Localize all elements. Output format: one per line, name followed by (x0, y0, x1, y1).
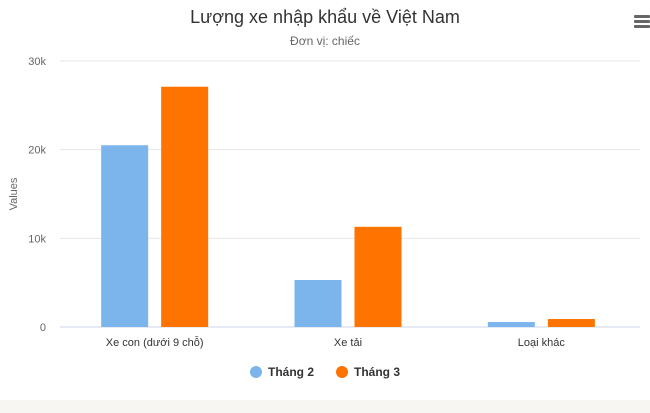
x-tick-label: Xe con (dưới 9 chỗ) (106, 336, 204, 349)
hamburger-menu-icon[interactable] (634, 15, 650, 29)
chart-plot: 0 10k 20k 30k Values Xe con (dưới 9 chỗ) Xe tả… (8, 56, 640, 349)
footer-strip (0, 400, 650, 413)
bar-thang-2[interactable] (294, 280, 342, 327)
y-tick-label: 30k (28, 56, 46, 68)
bar-thang-3[interactable] (547, 319, 595, 327)
legend-item[interactable]: Tháng 2 (249, 365, 314, 379)
legend-marker (336, 366, 348, 378)
legend-marker (249, 366, 262, 378)
x-tick-label: Loại khác (518, 337, 566, 349)
legend-item[interactable]: Tháng 3 (336, 365, 400, 379)
bar-thang-2[interactable] (487, 322, 535, 327)
x-tick-label: Xe tải (334, 337, 362, 349)
legend-label: Tháng 2 (267, 365, 314, 379)
legend-label: Tháng 3 (354, 365, 401, 379)
y-tick-label: 20k (28, 145, 46, 157)
y-axis-title: Values (8, 177, 20, 210)
bar-thang-3[interactable] (161, 86, 209, 327)
legend: Tháng 2 Tháng 3 (0, 365, 650, 379)
chart-title: Lượng xe nhập khẩu về Việt Nam (190, 7, 460, 27)
y-tick-label: 10k (28, 233, 46, 245)
bar-thang-3[interactable] (354, 226, 402, 327)
chart-subtitle: Đơn vị: chiếc (290, 34, 360, 48)
bar-thang-2[interactable] (101, 145, 149, 327)
y-tick-label: 0 (40, 322, 46, 334)
